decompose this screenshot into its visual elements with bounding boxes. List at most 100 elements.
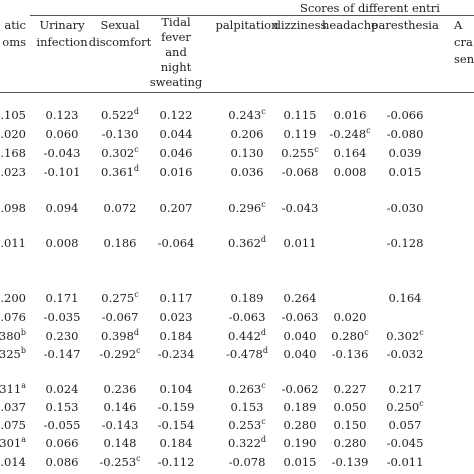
significance-mark: c [419,328,424,337]
table-cell: -0.139 [331,455,369,469]
table-cell: 0.008 [45,236,79,250]
cell-value: 0.243 [228,108,262,122]
table-cell: 0.280 [283,418,317,432]
table-cell: 0.146 [103,400,137,414]
table-cell: 0.040 [283,347,317,361]
column-header: infection [36,35,88,49]
table-cell: 0.020 [333,310,367,324]
table-cell: -0.055 [43,418,81,432]
significance-mark: c [419,399,424,408]
table-cell: -.011 [0,236,26,250]
significance-mark: c [136,454,141,463]
table-cell: 0.016 [159,165,193,179]
column-header: A [454,18,463,32]
table-cell: -0.234 [157,347,195,361]
table-cell: -.200 [0,291,26,305]
table-cell: 0.263c [202,382,292,397]
significance-mark: d [133,164,140,173]
cell-value: -0.292 [99,347,137,361]
table-cell: 0.250c [360,399,450,415]
table-cell: -0.062 [281,382,319,396]
significance-mark: c [261,200,266,209]
table-cell: -0.248c [305,127,395,142]
table-cell: 0.189 [283,400,317,414]
column-header: oms [2,35,26,49]
significance-mark: c [134,145,139,154]
table-cell: 0.230 [45,329,79,343]
table-cell: -.168 [0,146,26,160]
table-cell: 0.302c [360,328,450,344]
table-cell: 0.150 [333,418,367,432]
cell-value: 0.263 [228,382,262,396]
table-cell: 0.280c [305,328,395,344]
table-cell: 0.190 [283,436,317,450]
table-cell: -0.130 [101,127,139,141]
table-cell: 0.442d [202,329,292,344]
table-cell: 0.008 [333,165,367,179]
table-cell: 0.094 [45,201,79,215]
table-cell: -0.032 [386,347,424,361]
table-cell: 0.039 [388,146,422,160]
column-header: and [165,45,187,59]
table-cell: -0.159 [157,400,195,414]
cell-value: 0.280 [331,329,365,343]
table-cell: -0.030 [386,201,424,215]
table-cell: -0.035 [43,310,81,324]
significance-mark: c [364,328,369,337]
table-cell: 0.130 [230,146,264,160]
table-cell: 0.296c [202,200,292,216]
cell-value: 380 [0,329,21,343]
significance-mark: b [20,346,26,355]
table-cell: -0.154 [157,418,195,432]
cell-value: 0.250 [386,400,420,414]
table-cell: 0.086 [45,455,79,469]
table-cell: -0.112 [157,455,195,469]
table-cell: -.105 [0,108,26,122]
table-cell: -.098 [0,201,26,215]
significance-mark: a [21,435,26,444]
table-cell: .014 [0,455,26,469]
significance-mark: d [133,328,140,337]
column-header: night [160,60,192,74]
table-cell: 0.148 [103,436,137,450]
table-cell: 0.016 [333,108,367,122]
table-cell: 0.255c [255,146,345,161]
table-cell: 0.123 [45,108,79,122]
column-header: Urinary [39,18,85,32]
significance-mark: c [261,417,266,426]
table-cell: -0.478d [202,347,292,362]
significance-mark: d [260,435,267,444]
table-cell: -0.067 [101,310,139,324]
table-cell: 0.104 [159,382,193,396]
significance-mark: a [21,381,26,390]
table-cell: 0.184 [159,436,193,450]
table-cell: 0.184 [159,329,193,343]
table-cell: -0.068 [281,165,319,179]
table-cell: 0.217 [388,382,422,396]
table-cell: 0.264 [283,291,317,305]
table-cell: 0.122 [159,108,193,122]
table-cell: 0.361d [75,164,165,180]
cell-value: -0.253 [99,455,137,469]
cell-value: 0.302 [101,146,135,160]
table-cell: 0.044 [159,127,193,141]
column-header: cra [454,35,473,49]
table-cell: 301a [0,435,26,451]
column-header: Sexual [100,18,140,32]
cell-value: -0.478 [226,347,263,361]
table-cell: 0.171 [45,291,79,305]
table-cell: 0.024 [45,382,79,396]
cell-value: 0.322 [227,436,261,450]
table-cell: -.023 [0,165,26,179]
table-cell: -0.253c [75,454,165,470]
table-cell: 0.322d [202,435,292,451]
table-cell: 0.060 [45,127,79,141]
table-cell: 0.275c [75,291,165,306]
table-cell: 0.040 [283,329,317,343]
table-cell: -0.043 [281,201,319,215]
significance-mark: d [133,107,140,116]
table-cell: 0.164 [388,291,422,305]
table-cell: -0.101 [43,165,81,179]
cell-value: 0.361 [100,165,134,179]
group-header: Scores of different entri [300,1,440,15]
